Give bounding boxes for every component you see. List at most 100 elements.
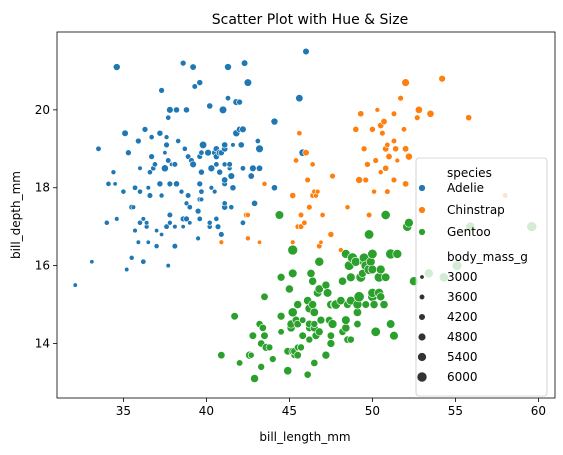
data-point-chinstrap	[390, 176, 398, 184]
data-point-adelie	[224, 95, 231, 102]
data-point-gentoo	[247, 351, 255, 359]
data-point-adelie	[165, 263, 171, 269]
data-point-gentoo	[248, 331, 257, 340]
data-point-adelie	[221, 161, 228, 168]
data-point-chinstrap	[372, 157, 379, 164]
data-point-adelie	[95, 145, 102, 152]
data-point-adelie	[167, 220, 173, 226]
data-point-adelie	[156, 180, 164, 188]
data-point-gentoo	[392, 249, 403, 259]
data-point-adelie	[166, 211, 174, 219]
data-point-gentoo	[350, 256, 361, 267]
y-tick-label: 14	[35, 336, 50, 350]
y-axis: 14 16 18 20	[35, 103, 57, 350]
data-point-chinstrap	[309, 161, 316, 168]
data-point-adelie	[171, 161, 179, 168]
data-point-gentoo	[327, 319, 338, 329]
data-point-adelie	[187, 220, 193, 226]
data-point-gentoo	[381, 272, 391, 282]
data-point-adelie	[206, 219, 213, 226]
data-point-chinstrap	[293, 157, 300, 164]
data-point-gentoo	[326, 339, 336, 348]
x-axis: 35 40 45 50 55 60	[116, 398, 546, 418]
data-point-adelie	[105, 180, 112, 187]
data-point-chinstrap	[297, 211, 305, 219]
data-point-gentoo	[316, 315, 326, 325]
data-point-adelie	[159, 231, 165, 237]
data-point-gentoo	[309, 307, 319, 317]
data-point-adelie	[171, 243, 178, 250]
legend-box	[415, 157, 548, 397]
data-point-adelie	[137, 219, 143, 226]
data-point-chinstrap	[401, 78, 410, 87]
data-point-chinstrap	[397, 94, 404, 102]
data-point-gentoo	[346, 335, 355, 344]
data-point-chinstrap	[360, 145, 368, 153]
data-point-chinstrap	[364, 161, 371, 168]
legend-size-label: 6000	[447, 370, 478, 384]
data-point-gentoo	[277, 328, 285, 336]
data-point-adelie	[132, 227, 138, 234]
data-point-chinstrap	[289, 192, 297, 199]
data-point-chinstrap	[245, 212, 251, 218]
data-point-adelie	[206, 102, 214, 110]
data-point-gentoo	[299, 316, 307, 324]
data-point-adelie	[216, 168, 224, 176]
data-point-chinstrap	[377, 169, 384, 176]
data-point-adelie	[226, 161, 233, 168]
x-axis-label: bill_length_mm	[259, 430, 350, 444]
data-point-chinstrap	[390, 137, 398, 145]
data-point-gentoo	[257, 363, 265, 371]
data-point-chinstrap	[306, 204, 313, 211]
data-point-adelie	[221, 176, 229, 184]
data-point-gentoo	[265, 343, 274, 352]
data-point-adelie	[140, 216, 146, 222]
data-point-adelie	[156, 129, 164, 137]
legend-size-marker	[418, 293, 426, 301]
data-point-adelie	[163, 141, 170, 149]
x-tick-label: 60	[531, 404, 546, 418]
data-point-adelie	[196, 180, 203, 188]
data-point-gentoo	[276, 273, 286, 282]
data-point-gentoo	[269, 355, 277, 363]
data-point-gentoo	[308, 276, 318, 286]
legend: species Adelie Chinstrap Gentoo body_mass_…	[415, 157, 548, 397]
data-point-chinstrap	[414, 105, 423, 114]
data-point-adelie	[228, 204, 235, 211]
data-point-gentoo	[276, 312, 286, 321]
data-point-adelie	[241, 59, 249, 67]
y-tick-label: 20	[35, 103, 50, 117]
legend-hue-title: species	[447, 166, 492, 180]
data-point-gentoo	[287, 244, 298, 256]
data-point-chinstrap	[329, 172, 336, 180]
data-point-adelie	[147, 169, 153, 176]
data-point-chinstrap	[374, 107, 381, 113]
data-point-chinstrap	[319, 212, 326, 218]
data-point-adelie	[179, 59, 187, 67]
data-point-gentoo	[260, 331, 269, 340]
data-point-adelie	[158, 87, 165, 94]
data-point-adelie	[72, 282, 78, 288]
data-point-adelie	[175, 138, 182, 144]
data-point-chinstrap	[314, 188, 321, 195]
data-point-chinstrap	[245, 235, 251, 242]
data-point-adelie	[189, 63, 197, 71]
data-point-adelie	[254, 138, 261, 144]
data-point-adelie	[112, 181, 118, 187]
data-point-adelie	[140, 258, 147, 265]
data-point-adelie	[251, 199, 258, 207]
data-point-adelie	[172, 224, 178, 230]
data-point-adelie	[199, 140, 208, 149]
data-point-gentoo	[353, 319, 362, 329]
data-point-adelie	[144, 220, 150, 226]
data-point-gentoo	[310, 359, 319, 367]
data-point-chinstrap	[382, 164, 390, 172]
data-point-adelie	[137, 188, 143, 195]
data-point-gentoo	[352, 307, 362, 317]
data-point-gentoo	[283, 366, 293, 376]
data-point-adelie	[196, 79, 204, 86]
data-point-adelie	[145, 185, 151, 191]
data-point-adelie	[183, 106, 190, 114]
legend-marker-adelie	[418, 184, 426, 192]
legend-size-label: 3600	[447, 290, 478, 304]
